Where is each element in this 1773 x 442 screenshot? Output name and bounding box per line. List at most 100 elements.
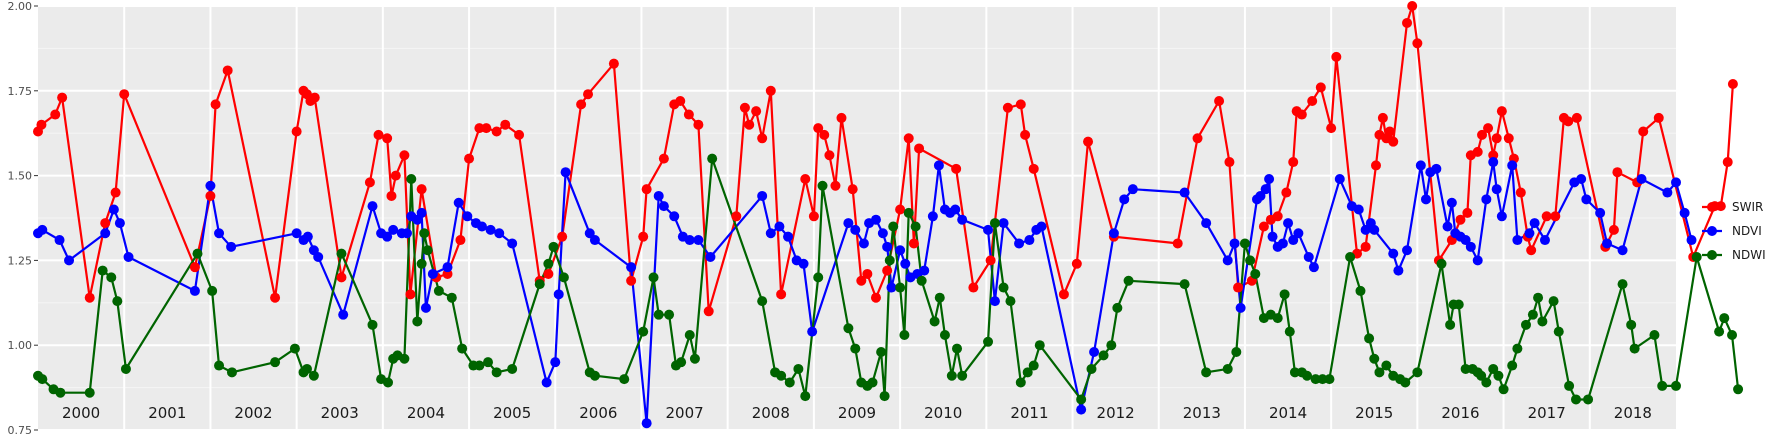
data-point-ndwi (957, 370, 968, 381)
data-point-ndwi (412, 316, 423, 327)
data-point-swir (1272, 211, 1283, 222)
legend-key-point-ndwi (1707, 250, 1717, 260)
data-point-ndwi (419, 228, 430, 239)
data-point-swir (862, 268, 873, 279)
data-point-ndvi (989, 296, 1000, 307)
data-point-ndvi (205, 180, 216, 191)
data-point-ndvi (1602, 238, 1613, 249)
year-label: 2015 (1355, 404, 1393, 422)
year-label: 2006 (579, 404, 617, 422)
data-point-swir (373, 129, 384, 140)
data-point-ndvi (653, 190, 664, 201)
data-point-ndwi (1733, 384, 1744, 395)
data-point-ndvi (442, 262, 453, 273)
data-point-swir (1377, 112, 1388, 123)
data-point-ndvi (1460, 235, 1471, 246)
data-point-ndwi (1537, 316, 1548, 327)
data-point-ndvi (1264, 173, 1275, 184)
data-point-ndwi (879, 391, 890, 402)
data-point-ndvi (1014, 238, 1025, 249)
data-point-ndvi (693, 235, 704, 246)
data-point-ndvi (1036, 221, 1047, 232)
data-point-ndvi (1402, 245, 1413, 256)
data-point-ndvi (998, 218, 1009, 229)
data-point-swir (1608, 224, 1619, 235)
data-point-ndwi (934, 292, 945, 303)
data-point-swir (908, 238, 919, 249)
data-point-swir (847, 184, 858, 195)
data-point-ndwi (929, 316, 940, 327)
data-point-ndvi (1512, 235, 1523, 246)
data-point-swir (1638, 126, 1649, 137)
data-point-ndvi (313, 252, 324, 263)
data-point-swir (100, 218, 111, 229)
data-point-swir (1526, 245, 1537, 256)
y-tick-label: 1.75 (8, 85, 33, 98)
data-point-ndvi (1529, 218, 1540, 229)
data-point-ndvi (507, 238, 518, 249)
data-point-swir (1388, 136, 1399, 147)
data-point-ndwi (1364, 333, 1375, 344)
data-point-ndwi (1493, 370, 1504, 381)
grid (38, 5, 1676, 431)
data-point-swir (1288, 157, 1299, 168)
data-point-ndwi (543, 258, 554, 269)
data-point-swir (1550, 211, 1561, 222)
data-point-ndwi (1201, 367, 1212, 378)
data-point-ndvi (895, 245, 906, 256)
data-point-ndvi (54, 235, 65, 246)
data-point-ndvi (1089, 346, 1100, 357)
data-point-swir (1058, 289, 1069, 300)
data-point-ndwi (1553, 326, 1564, 337)
data-point-ndvi (1491, 184, 1502, 195)
data-point-ndvi (1267, 231, 1278, 242)
data-point-swir (819, 129, 830, 140)
data-point-ndvi (1229, 238, 1240, 249)
data-point-ndwi (37, 374, 48, 385)
data-point-ndvi (382, 231, 393, 242)
data-point-ndwi (406, 173, 417, 184)
year-labels: 2000 2001 2002 2003 2004 2005 2006 2007 2008 2009… (62, 404, 1652, 422)
data-point-swir (1258, 221, 1269, 232)
data-point-ndwi (491, 367, 502, 378)
year-label: 2003 (321, 404, 359, 422)
data-point-ndvi (1496, 211, 1507, 222)
data-point-ndvi (1472, 255, 1483, 266)
data-point-swir (1472, 146, 1483, 157)
data-point-ndvi (626, 262, 637, 273)
data-point-ndwi (1324, 374, 1335, 385)
data-point-swir (985, 255, 996, 266)
data-point-swir (514, 129, 525, 140)
y-axis: 0.75 1.00 1.25 1.50 1.75 2.00 (8, 0, 38, 437)
data-point-ndvi (1488, 157, 1499, 168)
data-point-ndwi (850, 343, 861, 354)
year-label: 2004 (407, 404, 445, 422)
data-point-swir (119, 89, 130, 100)
data-point-ndvi (1465, 241, 1476, 252)
data-point-ndwi (1488, 363, 1499, 374)
data-point-swir (1496, 106, 1507, 117)
data-point-ndvi (1303, 252, 1314, 263)
data-point-ndvi (1442, 221, 1453, 232)
data-point-swir (1462, 207, 1473, 218)
legend: SWIR NDVI NDWI (1702, 200, 1766, 262)
data-point-swir (416, 184, 427, 195)
data-point-ndwi (507, 363, 518, 374)
data-point-ndwi (813, 272, 824, 283)
data-point-ndwi (1570, 394, 1581, 405)
data-point-ndvi (798, 258, 809, 269)
data-point-ndwi (689, 353, 700, 364)
data-point-ndvi (1360, 224, 1371, 235)
data-point-swir (386, 190, 397, 201)
data-point-swir (464, 153, 475, 164)
series-layer (33, 1, 1744, 429)
legend-key-point-ndvi (1707, 226, 1717, 236)
data-point-ndwi (1436, 258, 1447, 269)
data-point-ndwi (989, 218, 1000, 229)
data-point-swir (205, 190, 216, 201)
data-point-swir (557, 231, 568, 242)
data-point-ndvi (1420, 194, 1431, 205)
data-point-ndwi (1583, 394, 1594, 405)
data-point-ndvi (584, 228, 595, 239)
legend-label-swir: SWIR (1732, 200, 1763, 214)
